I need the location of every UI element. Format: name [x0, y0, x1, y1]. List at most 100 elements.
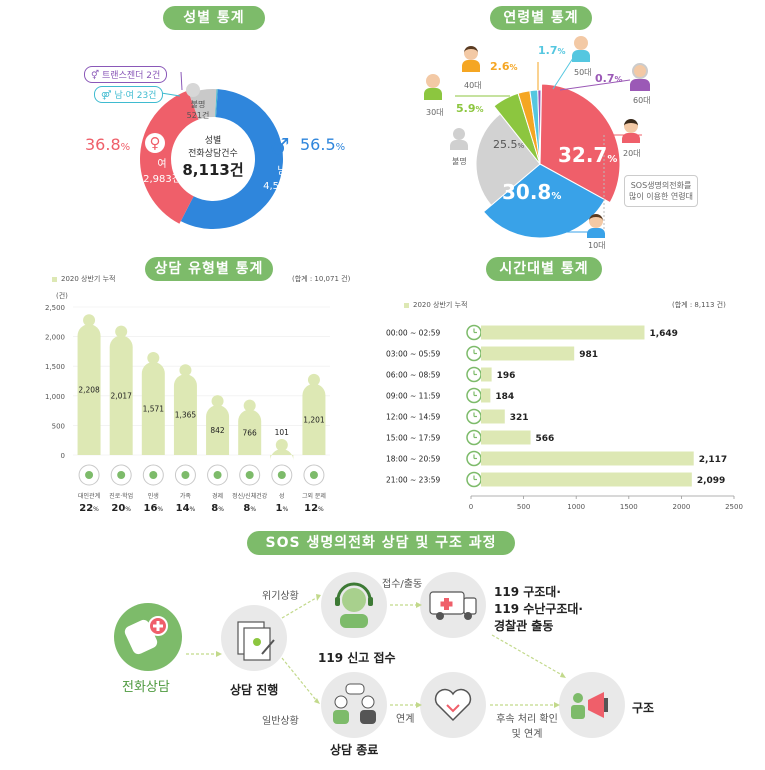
age-unknown-avatar-icon	[450, 128, 468, 152]
type-value-label: 842	[210, 426, 225, 435]
age-slice	[539, 83, 621, 204]
type-category-icon-dot	[213, 471, 222, 479]
time-value-label: 566	[536, 434, 555, 444]
time-value-label: 184	[495, 392, 514, 402]
male-percent: 56.5	[300, 135, 336, 154]
type-bar-head	[211, 395, 224, 408]
age-60s-percent: 0.7%	[595, 72, 623, 85]
process-receive-arrow-label: 접수/출동	[382, 579, 423, 590]
type-category-label: 인생	[148, 492, 159, 500]
type-bar-head	[179, 364, 192, 377]
y-tick-label: 1,000	[45, 393, 65, 401]
legend-swatch	[52, 276, 57, 282]
documents-icon	[237, 621, 275, 661]
type-category-label: 정신/신체건강	[232, 492, 268, 500]
age-30s-avatar-icon	[424, 74, 442, 102]
age-unknown-label: 불명	[452, 157, 467, 166]
age-20s-percent: 32.7%	[558, 143, 618, 167]
type-total-label: (합계 : 10,071 건)	[292, 275, 351, 283]
age-40s-percent: 2.6%	[490, 60, 518, 73]
process-normal-label: 일반상황	[262, 716, 299, 727]
process-followup-line-1: 후속 처리 확인	[496, 714, 558, 725]
headset-counselor-icon	[335, 582, 373, 628]
female-percent: 36.8	[85, 135, 121, 154]
transgender-icon: ⚥	[91, 71, 100, 81]
x-tick-label: 2500	[725, 503, 743, 511]
conversation-icon	[333, 683, 376, 724]
time-bar	[481, 388, 491, 403]
process-end-label: 상담 종료	[330, 743, 379, 757]
type-category-label: 경제	[212, 492, 223, 500]
time-category-label: 12:00 ~ 14:59	[386, 413, 441, 422]
process-dispatch-line-2: 119 수난구조대·	[494, 602, 583, 616]
process-dispatch-line-3: 경찰관 출동	[494, 619, 554, 633]
age-20s-label: 20대	[623, 149, 641, 158]
both-gender-tag: ⚤ 남·여 23건	[94, 86, 164, 103]
process-dispatch-line-1: 119 구조대·	[494, 585, 561, 599]
type-bar-head	[243, 399, 256, 412]
gender-center-label: 전화상담건수	[188, 149, 238, 159]
type-percent-label: 12%	[304, 503, 324, 514]
x-tick-label: 0	[469, 503, 473, 511]
type-category-label: 성	[279, 492, 285, 500]
time-category-label: 06:00 ~ 08:59	[386, 371, 441, 380]
type-percent-label: 8%	[243, 503, 256, 514]
age-10s-avatar-icon	[587, 214, 605, 238]
gender-center-label: 성별	[204, 136, 222, 146]
gender-slice-both	[215, 89, 218, 118]
process-receive-label: 119 신고 접수	[318, 651, 396, 665]
type-category-icon-dot	[85, 471, 94, 479]
type-bar-head	[275, 439, 288, 452]
type-bar-head	[83, 314, 96, 327]
unknown-person-icon	[186, 83, 200, 97]
type-value-label: 101	[275, 428, 290, 437]
age-slice	[482, 163, 606, 239]
type-percent-label: 16%	[144, 503, 164, 514]
age-unknown-percent: 25.5%	[493, 138, 525, 151]
type-value-label: 1,365	[175, 411, 197, 420]
type-category-icon-dot	[309, 471, 318, 479]
time-category-label: 00:00 ~ 02:59	[386, 329, 441, 338]
percent-unit: %	[120, 142, 131, 153]
type-category-icon-dot	[277, 471, 286, 479]
heart-hands-icon	[434, 688, 472, 722]
type-category-label: 대인관계	[78, 492, 100, 500]
type-value-label: 1,201	[303, 415, 325, 424]
time-section-title: 시간대별 통계	[486, 257, 602, 281]
type-category-icon-dot	[181, 471, 190, 479]
type-bar	[109, 335, 133, 455]
type-value-label: 1,571	[143, 404, 165, 413]
time-value-label: 196	[497, 371, 516, 381]
male-label: 남	[277, 166, 287, 177]
time-legend-label: 2020 상반기 누적	[413, 301, 468, 309]
time-bar	[481, 451, 694, 466]
time-bar	[481, 430, 531, 445]
y-tick-label: 2,500	[45, 304, 65, 312]
male-icon: ♂	[270, 135, 290, 160]
type-bar	[141, 361, 165, 455]
type-category-icon-dot	[149, 471, 158, 479]
time-bar	[481, 325, 645, 340]
type-category-label: 가족	[180, 492, 192, 500]
time-bar	[481, 367, 492, 382]
age-60s-avatar-icon	[630, 63, 650, 93]
x-tick-label: 2000	[672, 503, 690, 511]
type-value-label: 2,208	[78, 386, 100, 395]
gender-slice-male	[180, 89, 283, 229]
gender-section-title: 성별 통계	[163, 6, 265, 30]
gender-donut-chart	[140, 71, 283, 229]
process-diagram	[114, 572, 625, 738]
time-category-label: 09:00 ~ 11:59	[386, 392, 441, 401]
male-count: 4,584건	[263, 181, 301, 192]
time-value-label: 321	[510, 413, 529, 423]
x-tick-label: 1500	[620, 503, 638, 511]
type-bar	[238, 409, 262, 455]
legend-swatch	[404, 302, 409, 308]
gender-slice-trans	[215, 89, 218, 118]
type-bar-head	[147, 351, 160, 364]
type-section-title: 상담 유형별 통계	[145, 257, 273, 281]
x-tick-label: 1000	[567, 503, 585, 511]
type-percent-label: 14%	[176, 503, 196, 514]
time-category-label: 15:00 ~ 17:59	[386, 434, 441, 443]
type-bar	[77, 324, 101, 455]
